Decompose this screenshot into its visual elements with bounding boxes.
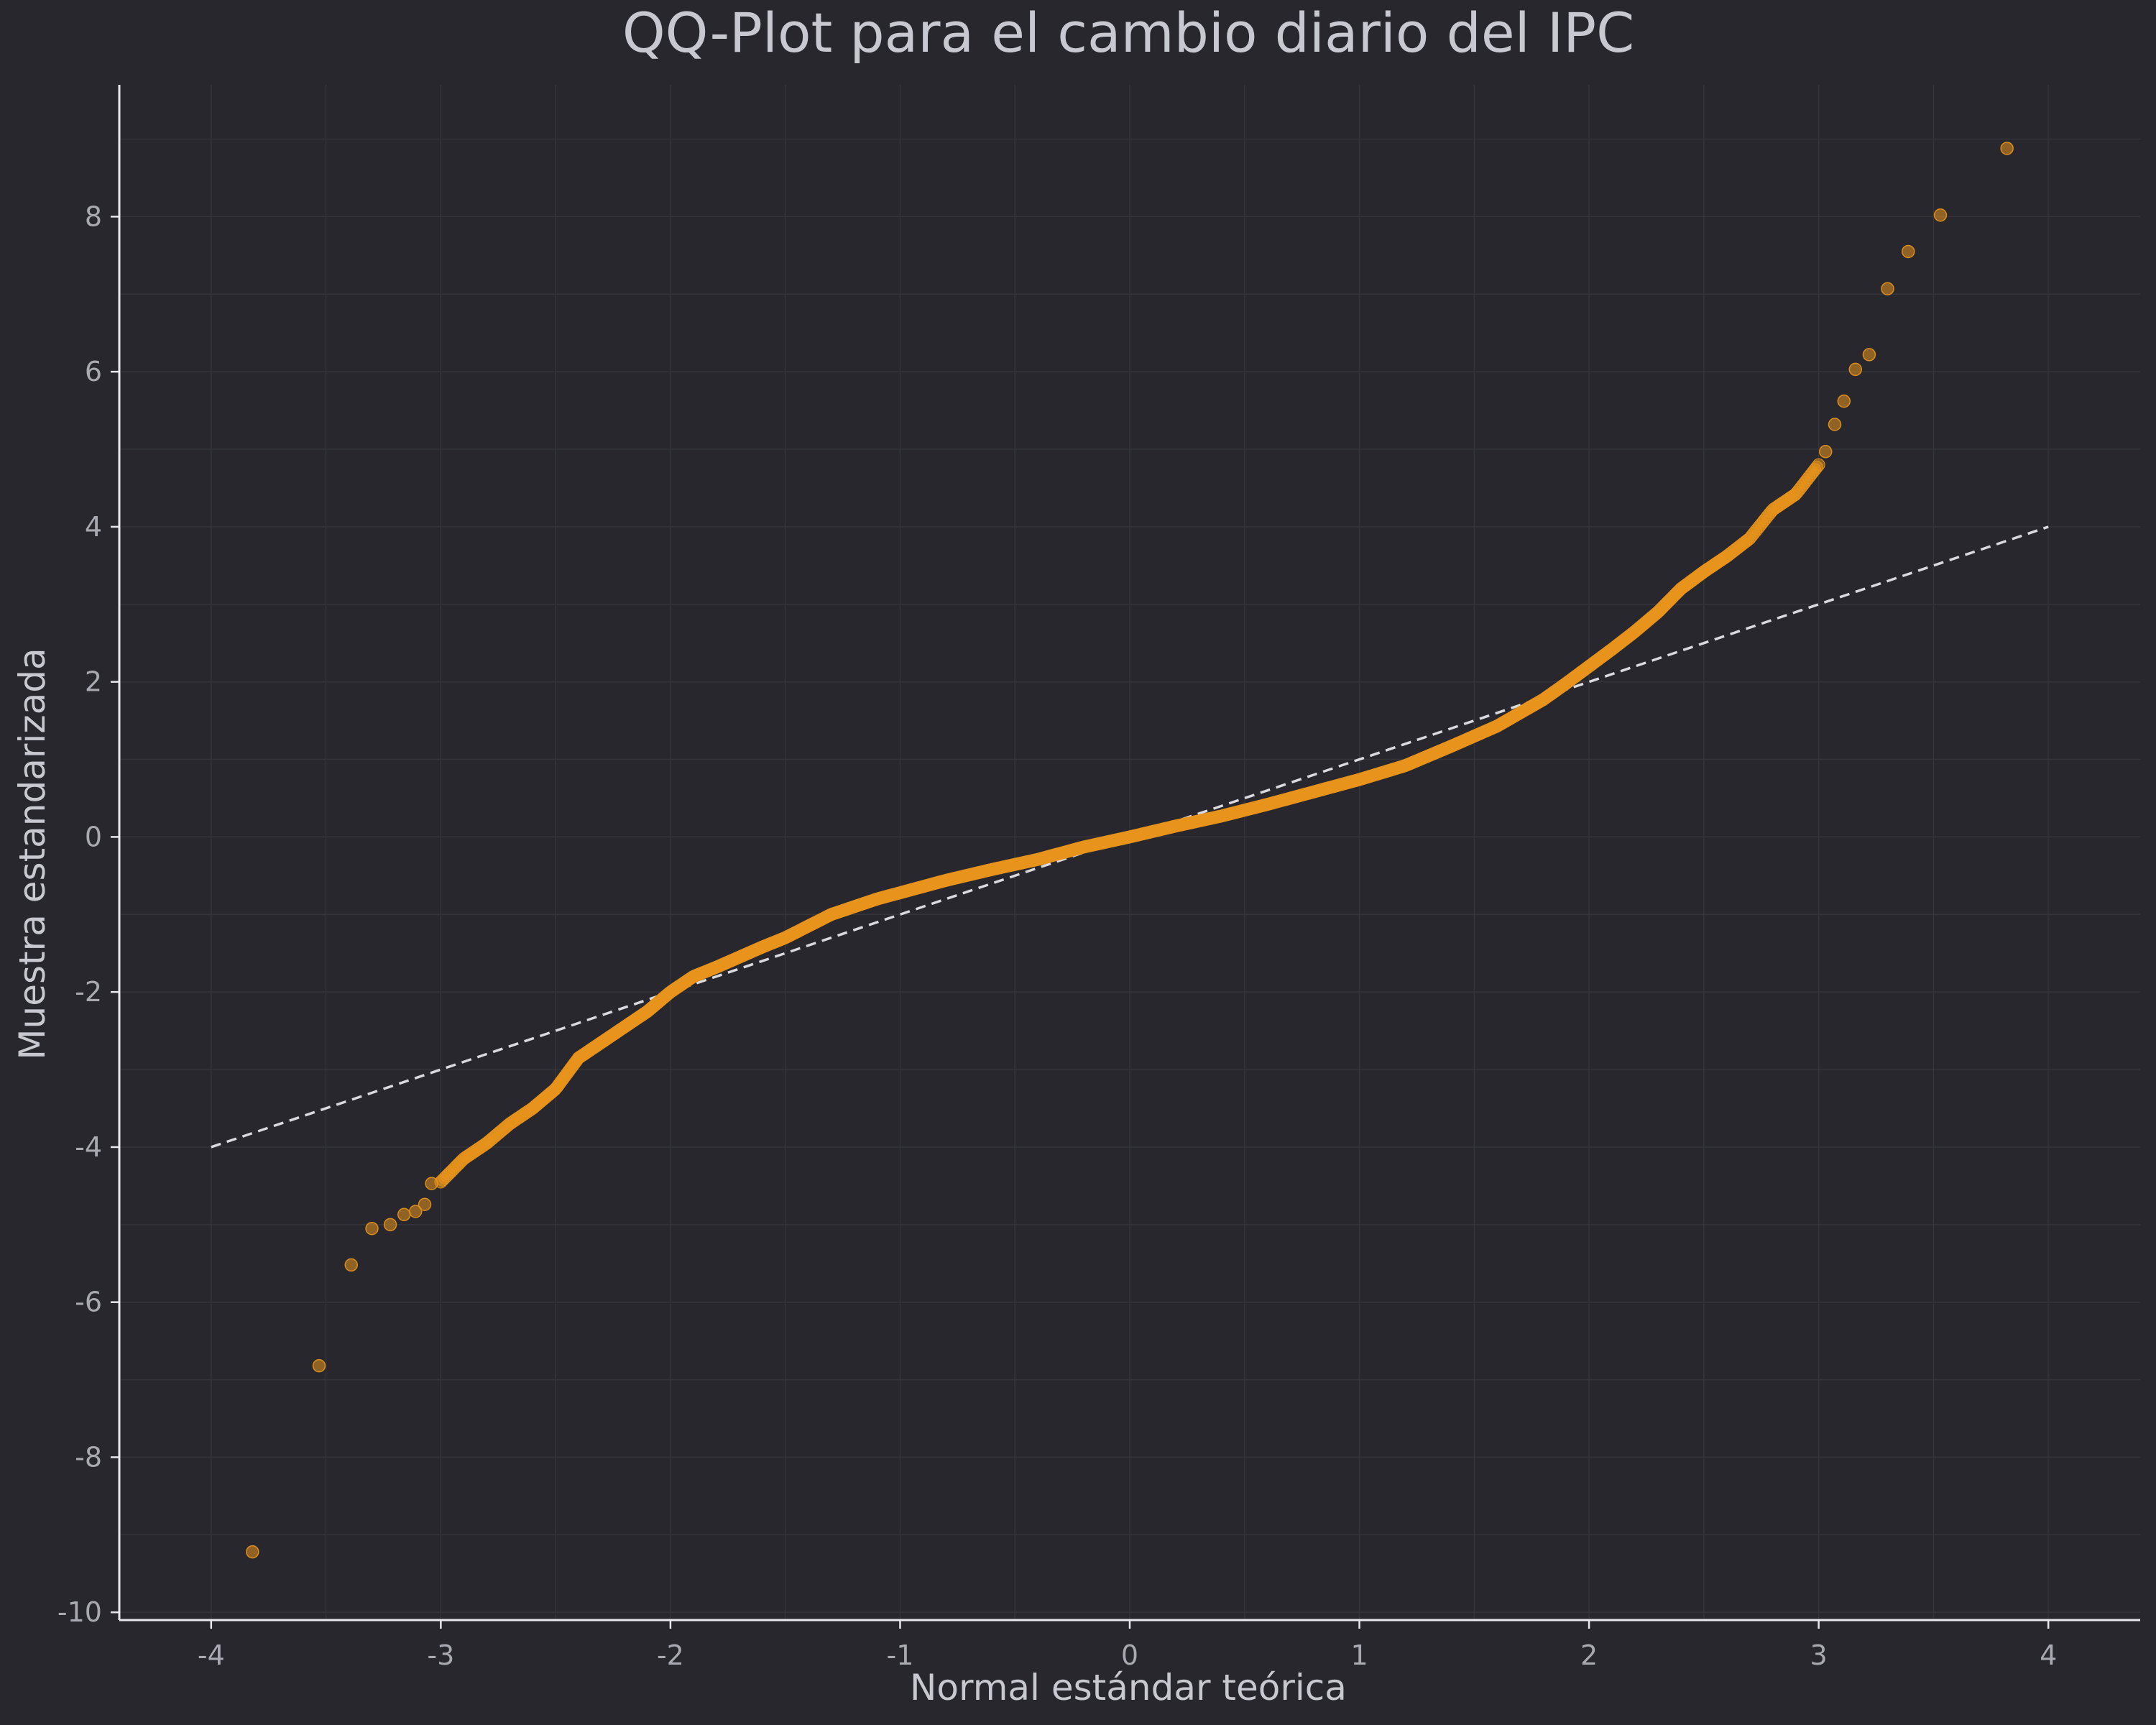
y-tick-label: -6 [75, 1287, 102, 1318]
y-tick-label: -10 [57, 1596, 102, 1628]
y-tick-label: -8 [75, 1441, 102, 1473]
data-point [418, 1197, 432, 1212]
y-axis-label: Muestra estandarizada [11, 648, 53, 1059]
data-point [1818, 445, 1833, 459]
data-point [1881, 282, 1894, 295]
x-axis-label: Normal estándar teórica [910, 1667, 1347, 1708]
data-points [246, 142, 2014, 1559]
data-point [425, 1177, 438, 1190]
data-point [1837, 394, 1851, 408]
x-tick-label: 4 [2040, 1639, 2057, 1671]
y-tick-label: -4 [75, 1131, 102, 1163]
data-point [383, 1218, 397, 1232]
data-point [312, 1358, 326, 1373]
x-tick-label: -4 [198, 1639, 225, 1671]
data-point [408, 1205, 423, 1218]
reference-line-group [211, 525, 2049, 1149]
data-point [1828, 418, 1842, 431]
x-tick-label: 1 [1350, 1639, 1368, 1671]
data-point [344, 1258, 358, 1272]
data-point [1862, 348, 1876, 362]
y-tick-label: -2 [75, 976, 102, 1008]
data-point [2000, 142, 2014, 155]
data-point [397, 1208, 411, 1222]
y-tick-label: 4 [85, 511, 102, 543]
reference-line [211, 525, 2049, 1149]
chart-title: QQ-Plot para el cambio diario del IPC [622, 1, 1634, 65]
data-point [1902, 244, 1915, 259]
x-tick-label: 3 [1810, 1639, 1828, 1671]
data-point [1812, 458, 1825, 472]
y-tick-label: 0 [85, 821, 102, 852]
data-point [246, 1545, 259, 1559]
data-point [365, 1221, 379, 1236]
x-tick-label: 2 [1580, 1639, 1598, 1671]
data-point [1933, 208, 1948, 222]
grid [119, 85, 2140, 1620]
y-tick-label: 2 [85, 666, 102, 698]
y-tick-label: 8 [85, 201, 102, 232]
x-tick-label: -1 [887, 1639, 914, 1671]
data-point [1848, 362, 1863, 377]
x-tick-label: -3 [427, 1639, 454, 1671]
y-tick-label: 6 [85, 356, 102, 387]
x-tick-label: 0 [1121, 1639, 1138, 1671]
x-tick-label: -2 [657, 1639, 684, 1671]
